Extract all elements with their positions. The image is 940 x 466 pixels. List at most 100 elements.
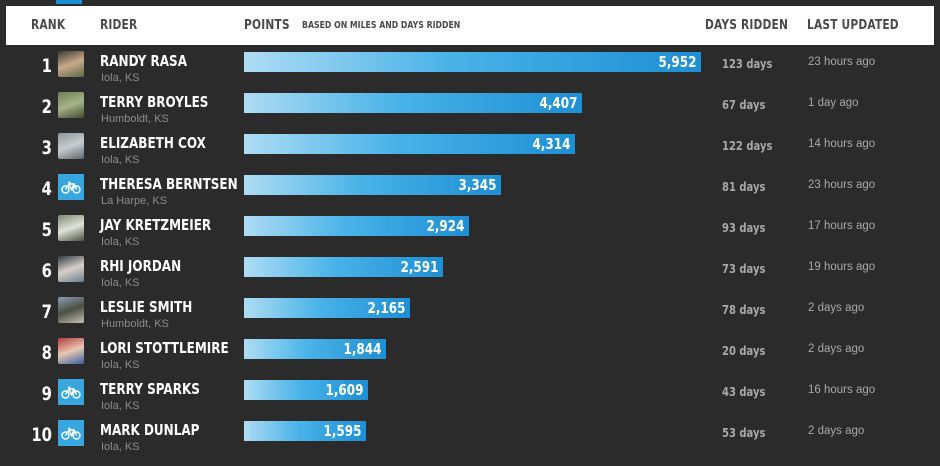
header-points: POINTS	[244, 18, 290, 33]
avatar[interactable]	[58, 92, 84, 118]
avatar[interactable]	[58, 51, 84, 77]
rider-location: Iola, KS	[101, 441, 140, 453]
last-updated: 16 hours ago	[808, 384, 876, 396]
rider-name[interactable]: ELIZABETH COX	[100, 134, 206, 152]
rank-number: 4	[41, 178, 52, 200]
days-ridden: 81 days	[722, 179, 766, 194]
rider-location: Iola, KS	[101, 359, 140, 371]
rank-number: 10	[31, 424, 52, 446]
rider-location: Iola, KS	[101, 236, 140, 248]
points-value: 2,591	[400, 258, 438, 276]
bicycle-icon[interactable]	[58, 174, 84, 200]
last-updated: 2 days ago	[808, 425, 865, 437]
leaderboard-header: RANK RIDER POINTS BASED ON MILES AND DAY…	[6, 6, 934, 45]
points-value: 3,345	[458, 176, 496, 194]
header-last-updated: LAST UPDATED	[807, 18, 899, 33]
points-value: 4,407	[539, 94, 577, 112]
days-ridden: 43 days	[722, 384, 766, 399]
leaderboard-row: 9 TERRY SPARKS Iola, KS 1,609 43 days 16 hour…	[0, 377, 940, 418]
points-value: 5,952	[658, 53, 696, 71]
header-rank: RANK	[31, 18, 66, 33]
leaderboard-row: 4 THERESA BERNTSEN La Harpe, KS 3,345 81 day…	[0, 172, 940, 213]
rank-number: 3	[41, 137, 52, 159]
avatar[interactable]	[58, 133, 84, 159]
points-bar: 4,314	[244, 134, 575, 154]
days-ridden: 20 days	[722, 343, 766, 358]
points-value: 1,844	[343, 340, 381, 358]
rider-name[interactable]: TERRY BROYLES	[100, 93, 209, 111]
points-bar: 2,591	[244, 257, 443, 277]
leaderboard-row: 1 RANDY RASA Iola, KS 5,952 123 days 23 hours…	[0, 49, 940, 90]
leaderboard-row: 5 JAY KRETZMEIER Iola, KS 2,924 93 days 17 ho…	[0, 213, 940, 254]
rank-number: 6	[41, 260, 52, 282]
days-ridden: 67 days	[722, 97, 766, 112]
bicycle-icon[interactable]	[58, 379, 84, 405]
leaderboard-row: 10 MARK DUNLAP Iola, KS 1,595 53 days 2 days …	[0, 418, 940, 459]
leaderboard-row: 7 LESLIE SMITH Humboldt, KS 2,165 78 days 2 d…	[0, 295, 940, 336]
points-value: 4,314	[532, 135, 570, 153]
days-ridden: 123 days	[722, 56, 773, 71]
bicycle-icon[interactable]	[58, 420, 84, 446]
rider-name[interactable]: JAY KRETZMEIER	[100, 216, 212, 234]
avatar[interactable]	[58, 338, 84, 364]
points-value: 1,609	[325, 381, 363, 399]
header-points-note: BASED ON MILES AND DAYS RIDDEN	[302, 20, 461, 31]
rider-location: Iola, KS	[101, 72, 140, 84]
rank-number: 5	[41, 219, 52, 241]
leaderboard-row: 8 LORI STOTTLEMIRE Iola, KS 1,844 20 days 2 d…	[0, 336, 940, 377]
leaderboard-row: 2 TERRY BROYLES Humboldt, KS 4,407 67 days 1 …	[0, 90, 940, 131]
last-updated: 23 hours ago	[808, 56, 876, 68]
last-updated: 1 day ago	[808, 97, 859, 109]
points-bar: 2,165	[244, 298, 410, 318]
points-bar: 4,407	[244, 93, 582, 113]
rider-location: La Harpe, KS	[101, 195, 168, 207]
days-ridden: 93 days	[722, 220, 766, 235]
header-rider: RIDER	[100, 18, 138, 33]
rider-location: Iola, KS	[101, 154, 140, 166]
leaderboard-row: 3 ELIZABETH COX Iola, KS 4,314 122 days 14 ho…	[0, 131, 940, 172]
rider-name[interactable]: LORI STOTTLEMIRE	[100, 339, 229, 357]
top-strip	[0, 0, 940, 6]
rank-number: 8	[41, 342, 52, 364]
avatar[interactable]	[58, 256, 84, 282]
top-accent	[56, 0, 82, 4]
last-updated: 2 days ago	[808, 302, 865, 314]
rider-location: Iola, KS	[101, 277, 140, 289]
rank-number: 1	[41, 55, 52, 77]
days-ridden: 78 days	[722, 302, 766, 317]
last-updated: 23 hours ago	[808, 179, 876, 191]
points-bar: 2,924	[244, 216, 469, 236]
avatar[interactable]	[58, 215, 84, 241]
points-bar: 3,345	[244, 175, 501, 195]
rider-name[interactable]: LESLIE SMITH	[100, 298, 193, 316]
last-updated: 14 hours ago	[808, 138, 876, 150]
rank-number: 9	[41, 383, 52, 405]
last-updated: 19 hours ago	[808, 261, 876, 273]
points-value: 2,924	[426, 217, 464, 235]
rider-location: Iola, KS	[101, 400, 140, 412]
points-bar: 1,844	[244, 339, 386, 359]
days-ridden: 122 days	[722, 138, 773, 153]
rider-location: Humboldt, KS	[101, 113, 169, 125]
points-value: 1,595	[323, 422, 361, 440]
days-ridden: 73 days	[722, 261, 766, 276]
header-days-ridden: DAYS RIDDEN	[705, 18, 789, 33]
rider-name[interactable]: RANDY RASA	[100, 52, 187, 70]
last-updated: 17 hours ago	[808, 220, 876, 232]
points-bar: 5,952	[244, 52, 701, 72]
rider-name[interactable]: MARK DUNLAP	[100, 421, 200, 439]
last-updated: 2 days ago	[808, 343, 865, 355]
rider-name[interactable]: RHI JORDAN	[100, 257, 182, 275]
points-bar: 1,595	[244, 421, 366, 441]
days-ridden: 53 days	[722, 425, 766, 440]
rider-name[interactable]: TERRY SPARKS	[100, 380, 200, 398]
rank-number: 7	[41, 301, 52, 323]
leaderboard-rows: 1 RANDY RASA Iola, KS 5,952 123 days 23 hours…	[0, 49, 940, 459]
avatar[interactable]	[58, 297, 84, 323]
points-value: 2,165	[367, 299, 405, 317]
rider-location: Humboldt, KS	[101, 318, 169, 330]
rank-number: 2	[41, 96, 52, 118]
leaderboard-row: 6 RHI JORDAN Iola, KS 2,591 73 days 19 hours …	[0, 254, 940, 295]
rider-name[interactable]: THERESA BERNTSEN	[100, 175, 238, 193]
points-bar: 1,609	[244, 380, 368, 400]
